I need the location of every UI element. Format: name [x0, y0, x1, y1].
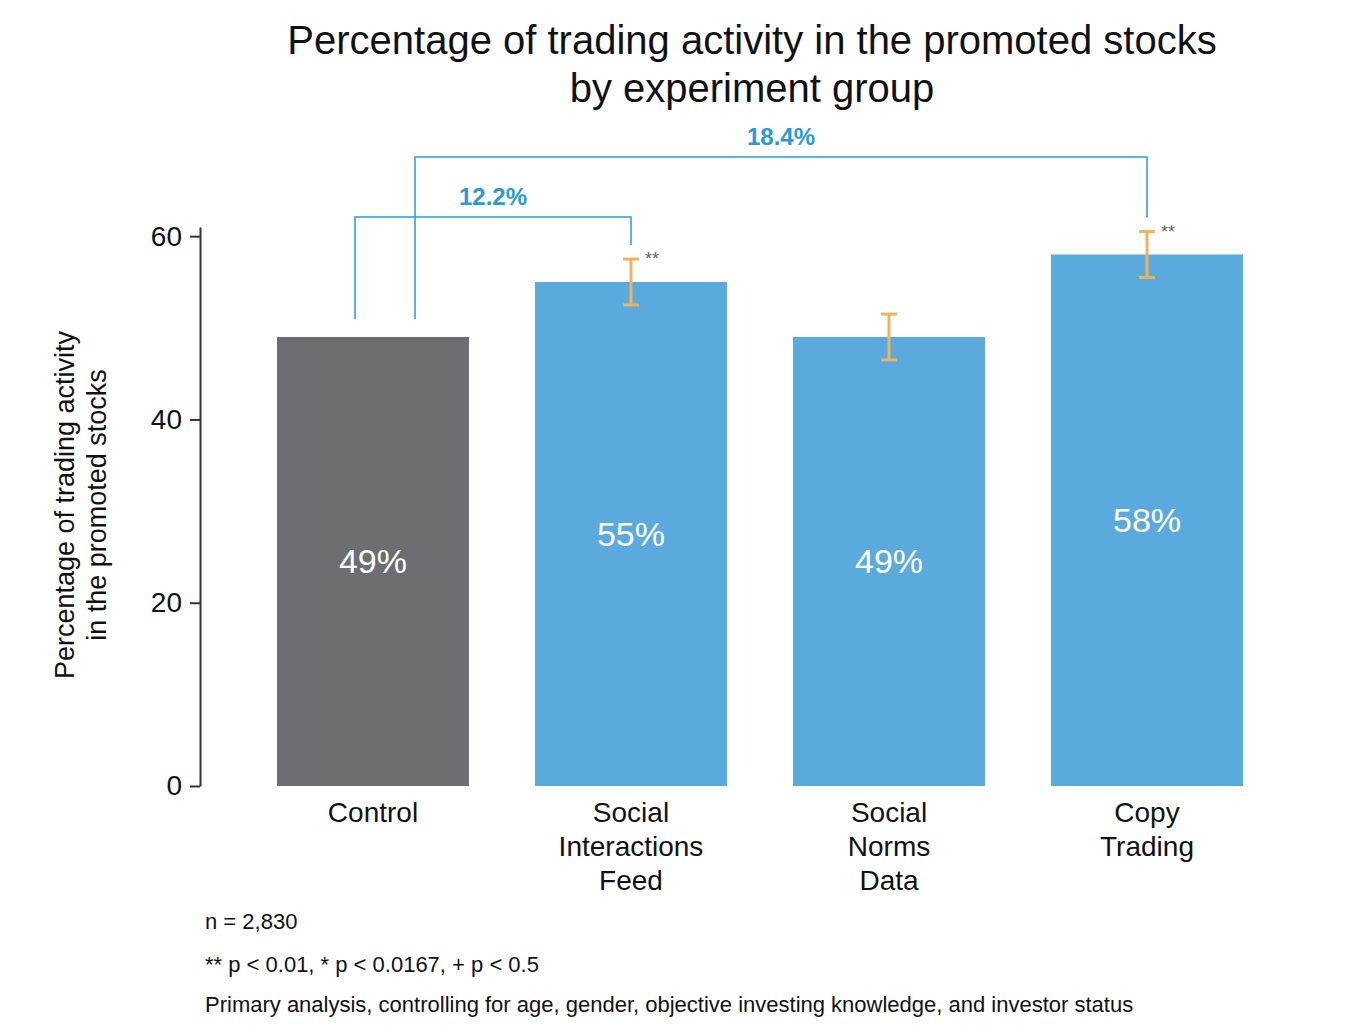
- bar: [535, 282, 727, 786]
- x-tick-label: SocialInteractionsFeed: [559, 797, 704, 896]
- error-bar-cap: [1139, 230, 1155, 233]
- x-tick-label-line: Social: [851, 797, 927, 828]
- y-axis-title-line: Percentage of trading activity: [50, 330, 80, 679]
- error-bar-cap: [881, 358, 897, 361]
- error-bar-cap: [623, 303, 639, 306]
- x-tick-label-line: Trading: [1100, 831, 1194, 862]
- error-bar-stem: [1146, 232, 1149, 278]
- annotation: 18.4%: [747, 123, 815, 150]
- y-axis: 0 20 40 60: [151, 221, 201, 802]
- y-axis-title: Percentage of trading activityin the pro…: [50, 330, 112, 679]
- error-bar-stem: [629, 259, 632, 305]
- x-tick: Control: [328, 786, 418, 828]
- bar: [793, 337, 985, 786]
- plot-area: [277, 232, 1243, 786]
- x-tick: SocialNormsData: [848, 786, 930, 896]
- title-line: Percentage of trading activity in the pr…: [287, 18, 1216, 62]
- significance-marker: **: [645, 249, 659, 269]
- chart: Percentage of trading activity in the pr…: [0, 0, 1368, 1036]
- x-tick-label: SocialNormsData: [848, 797, 930, 896]
- x-axis: ControlSocialInteractionsFeedSocialNorms…: [328, 786, 1194, 896]
- y-tick-mark: [190, 786, 200, 788]
- x-tick: SocialInteractionsFeed: [559, 786, 704, 896]
- y-tick: 0: [166, 770, 200, 801]
- x-tick-label-line: Norms: [848, 831, 930, 862]
- x-tick-label: CopyTrading: [1100, 797, 1194, 862]
- data-label: 55%: [597, 515, 665, 553]
- x-tick: CopyTrading: [1100, 786, 1194, 862]
- x-tick-label-line: Control: [328, 797, 418, 828]
- bar: [1051, 254, 1243, 786]
- error-bar: [623, 259, 639, 305]
- y-axis-line: [200, 228, 202, 787]
- y-tick: 60: [151, 221, 200, 252]
- x-tick-label-line: Feed: [599, 865, 663, 896]
- data-label: 49%: [339, 542, 407, 580]
- error-bar-cap: [881, 313, 897, 316]
- x-tick-label-line: Social: [593, 797, 669, 828]
- significance-marker: **: [1161, 222, 1175, 242]
- y-tick-label: 20: [151, 587, 182, 618]
- error-bar-cap: [1139, 276, 1155, 279]
- x-tick-label: Control: [328, 797, 418, 828]
- y-tick: 20: [151, 587, 200, 618]
- background: [0, 0, 1368, 1036]
- y-tick-mark: [190, 602, 200, 604]
- error-bar: [1139, 232, 1155, 278]
- x-tick-label-line: Interactions: [559, 831, 704, 862]
- x-tick-label-line: Copy: [1114, 797, 1179, 828]
- footnote: Primary analysis, controlling for age, g…: [205, 992, 1133, 1017]
- x-tick-label-line: Data: [859, 865, 919, 896]
- y-axis-title-line: in the promoted stocks: [82, 369, 112, 641]
- y-tick-label: 0: [166, 770, 182, 801]
- footnote: n = 2,830: [205, 909, 297, 934]
- error-bar-cap: [623, 258, 639, 261]
- annotation: 12.2%: [459, 183, 527, 210]
- annotation-bracket: [415, 157, 1147, 319]
- y-tick-mark: [190, 419, 200, 421]
- bar: [277, 337, 469, 786]
- y-tick-mark: [190, 236, 200, 238]
- title: Percentage of trading activity in the pr…: [287, 18, 1216, 110]
- y-tick-label: 60: [151, 221, 182, 252]
- data-label: 58%: [1113, 501, 1181, 539]
- title-line: by experiment group: [570, 66, 935, 110]
- error-bar-stem: [888, 314, 891, 360]
- footnote: ** p < 0.01, * p < 0.0167, + p < 0.5: [205, 952, 539, 977]
- error-bar: [881, 314, 897, 360]
- y-tick: 40: [151, 404, 200, 435]
- y-tick-label: 40: [151, 404, 182, 435]
- annotation-bracket: [355, 217, 631, 319]
- data-label: 49%: [855, 542, 923, 580]
